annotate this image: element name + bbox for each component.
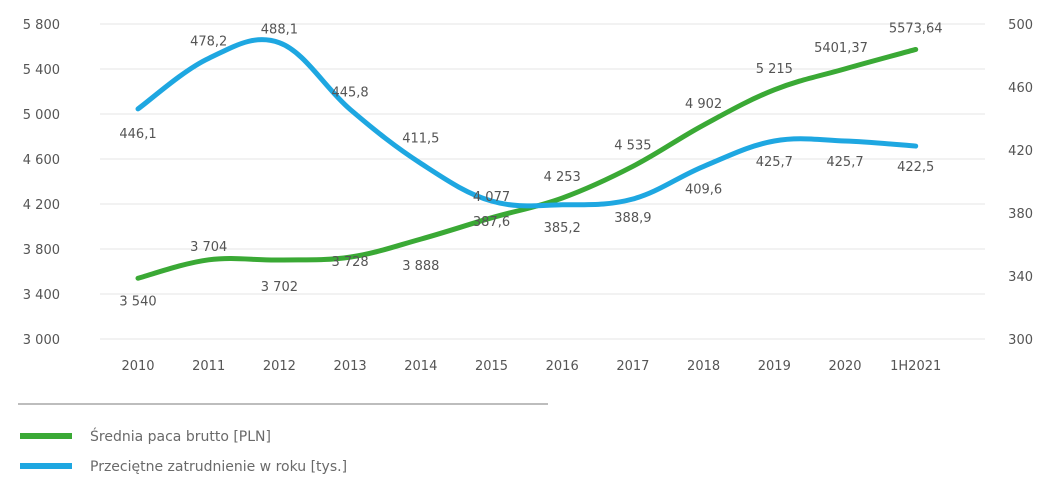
data-label: 445,8 — [331, 85, 368, 100]
data-label: 3 728 — [331, 255, 368, 270]
data-label: 5573,64 — [889, 21, 943, 36]
y-left-tick-label: 4 600 — [23, 153, 60, 168]
y-left-tick-label: 3 400 — [23, 288, 60, 303]
x-tick-label: 2017 — [616, 359, 649, 374]
y-axis-left: 3 000 3 400 3 800 4 200 4 600 5 000 5 400 5 800 — [23, 18, 60, 348]
data-label: 411,5 — [402, 131, 439, 146]
data-label: 3 702 — [261, 280, 298, 295]
data-label: 446,1 — [119, 127, 156, 142]
data-label: 488,1 — [261, 23, 298, 38]
data-label: 387,6 — [473, 215, 510, 230]
x-tick-label: 2019 — [758, 359, 791, 374]
grid-lines — [100, 24, 985, 339]
x-tick-label: 2013 — [334, 359, 367, 374]
data-label: 425,7 — [826, 155, 863, 170]
y-left-tick-label: 5 000 — [23, 108, 60, 123]
y-left-tick-label: 3 800 — [23, 243, 60, 258]
y-left-tick-label: 4 200 — [23, 198, 60, 213]
x-axis: 2010 2011 2012 2013 2014 2015 2016 2017 2018 2019… — [121, 359, 941, 374]
y-right-tick-label: 340 — [1008, 270, 1033, 285]
data-label: 385,2 — [544, 221, 581, 236]
data-label: 388,9 — [614, 211, 651, 226]
data-labels: 3 540 3 704 3 702 3 728 3 888 4 077 4 253 4 535… — [119, 21, 942, 309]
series-line-employment — [138, 40, 916, 206]
data-label: 425,7 — [756, 155, 793, 170]
y-left-tick-label: 3 000 — [23, 333, 60, 348]
legend: Średnia paca brutto [PLN] Przeciętne zat… — [18, 404, 548, 475]
y-right-tick-label: 420 — [1008, 144, 1033, 159]
x-tick-label: 2015 — [475, 359, 508, 374]
data-label: 4 902 — [685, 97, 722, 112]
y-right-tick-label: 300 — [1008, 333, 1033, 348]
x-tick-label: 2016 — [546, 359, 579, 374]
data-label: 478,2 — [190, 34, 227, 49]
y-left-tick-label: 5 400 — [23, 63, 60, 78]
y-right-tick-label: 380 — [1008, 207, 1033, 222]
y-right-tick-label: 500 — [1008, 18, 1033, 33]
x-tick-label: 2011 — [192, 359, 225, 374]
x-tick-label: 2020 — [828, 359, 861, 374]
data-label: 4 535 — [614, 138, 651, 153]
data-label: 3 540 — [119, 294, 156, 309]
data-label: 3 888 — [402, 259, 439, 274]
x-tick-label: 2018 — [687, 359, 720, 374]
data-label: 409,6 — [685, 182, 722, 197]
y-left-tick-label: 5 800 — [23, 18, 60, 33]
data-label: 5401,37 — [814, 41, 868, 56]
y-right-tick-label: 460 — [1008, 81, 1033, 96]
series-line-salary — [138, 49, 916, 278]
x-tick-label: 2012 — [263, 359, 296, 374]
data-label: 4 253 — [544, 170, 581, 185]
x-tick-label: 1H2021 — [890, 359, 941, 374]
x-tick-label: 2014 — [404, 359, 437, 374]
data-label: 4 077 — [473, 190, 510, 205]
data-label: 422,5 — [897, 160, 934, 175]
data-label: 5 215 — [756, 62, 793, 77]
data-label: 3 704 — [190, 240, 227, 255]
x-tick-label: 2010 — [121, 359, 154, 374]
legend-label-employment: Przeciętne zatrudnienie w roku [tys.] — [90, 459, 347, 475]
y-axis-right: 300 340 380 420 460 500 — [1008, 18, 1033, 348]
legend-label-salary: Średnia paca brutto [PLN] — [90, 427, 271, 445]
